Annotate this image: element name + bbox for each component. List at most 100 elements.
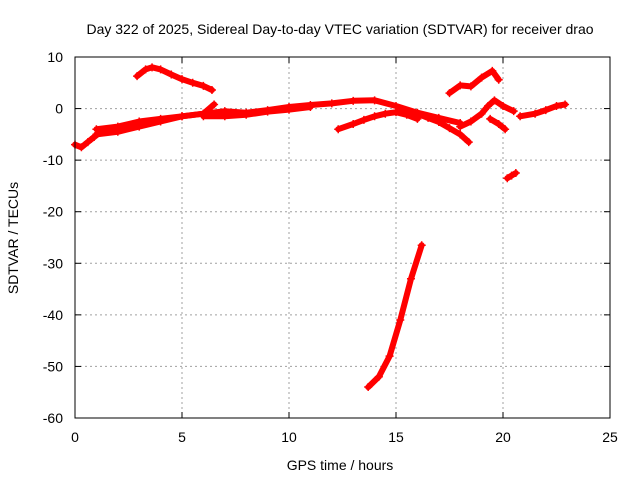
data-point bbox=[456, 81, 465, 90]
data-point bbox=[167, 70, 176, 79]
series-pass-21 bbox=[503, 169, 520, 183]
data-point bbox=[199, 81, 208, 90]
y-tick-label: -10 bbox=[43, 152, 63, 168]
data-point bbox=[135, 122, 144, 131]
data-point bbox=[490, 96, 499, 105]
data-point bbox=[466, 117, 475, 126]
data-point bbox=[516, 112, 525, 121]
data-point bbox=[364, 383, 373, 392]
axis-ticks: 0 5 10 15 20 25 -60 -50 -40 -30 -20 -10 0 10 bbox=[43, 49, 618, 445]
data-point bbox=[417, 241, 426, 250]
y-tick-label: -40 bbox=[43, 307, 63, 323]
data-point bbox=[210, 100, 219, 109]
y-tick-label: -60 bbox=[43, 410, 63, 426]
data-point bbox=[306, 103, 315, 112]
series-pass-drop bbox=[364, 241, 426, 392]
data-point bbox=[413, 109, 422, 118]
y-tick-label: -30 bbox=[43, 255, 63, 271]
y-tick-label: 10 bbox=[47, 49, 63, 65]
y-tick-label: -50 bbox=[43, 358, 63, 374]
y-tick-label: -20 bbox=[43, 204, 63, 220]
data-point bbox=[464, 138, 473, 147]
data-point bbox=[499, 101, 507, 110]
data-point bbox=[359, 115, 368, 124]
data-point bbox=[156, 117, 165, 126]
y-tick-label: 0 bbox=[55, 101, 63, 117]
data-point bbox=[141, 65, 150, 74]
x-tick-label: 0 bbox=[71, 429, 79, 445]
series-pass-22 bbox=[516, 100, 570, 121]
data-point bbox=[552, 101, 561, 110]
data-point bbox=[178, 75, 186, 84]
chart-title: Day 322 of 2025, Sidereal Day-to-day VTE… bbox=[86, 21, 593, 37]
x-tick-label: 25 bbox=[602, 429, 618, 445]
data-point bbox=[445, 89, 454, 98]
data-point bbox=[511, 169, 520, 178]
series-pass-lower-b bbox=[199, 103, 315, 121]
data-point bbox=[148, 63, 157, 72]
series-pass-20 bbox=[486, 114, 510, 134]
data-point bbox=[424, 113, 433, 122]
x-axis-title: GPS time / hours bbox=[287, 457, 394, 473]
data-point bbox=[561, 100, 570, 109]
data-point bbox=[494, 120, 503, 129]
data-point bbox=[113, 127, 122, 136]
data-point bbox=[207, 86, 216, 95]
data-point bbox=[509, 107, 518, 116]
data-point bbox=[396, 316, 405, 325]
data-point bbox=[242, 110, 251, 119]
x-tick-label: 20 bbox=[495, 429, 511, 445]
series-pass-19 bbox=[445, 66, 503, 98]
grid-lines bbox=[75, 57, 610, 418]
data-point bbox=[220, 112, 229, 121]
data-point bbox=[327, 99, 336, 108]
data-point bbox=[456, 122, 465, 131]
data-point bbox=[501, 125, 510, 134]
data-point bbox=[494, 75, 503, 84]
plot-border bbox=[74, 56, 611, 419]
data-point bbox=[402, 110, 411, 119]
data-point bbox=[477, 109, 486, 118]
data-point bbox=[381, 109, 390, 118]
data-point bbox=[466, 82, 475, 91]
data-point bbox=[456, 130, 465, 139]
series-trace bbox=[365, 242, 425, 391]
series-pass-descend bbox=[334, 108, 422, 134]
data-point bbox=[370, 112, 379, 121]
data-point bbox=[199, 112, 208, 121]
data-point bbox=[531, 109, 540, 118]
series-pass-19b bbox=[456, 96, 518, 131]
data-point bbox=[385, 352, 394, 361]
data-point bbox=[406, 274, 415, 283]
data-point bbox=[445, 124, 454, 133]
x-tick-label: 5 bbox=[178, 429, 186, 445]
data-point bbox=[285, 105, 293, 114]
data-point bbox=[349, 120, 358, 129]
data-point bbox=[77, 143, 86, 152]
data-point bbox=[434, 117, 443, 126]
data-point bbox=[507, 171, 516, 180]
data-point bbox=[541, 106, 550, 115]
data-point bbox=[349, 96, 358, 105]
data-point bbox=[334, 125, 343, 134]
data-point bbox=[392, 108, 400, 117]
data-point bbox=[188, 78, 197, 87]
data-point bbox=[484, 101, 493, 110]
data-point bbox=[133, 72, 142, 81]
data-point bbox=[263, 107, 272, 116]
series-pass-peak bbox=[133, 63, 216, 95]
data-point bbox=[92, 130, 101, 139]
series-trace bbox=[446, 67, 502, 97]
data-point bbox=[370, 96, 379, 105]
data-point bbox=[503, 174, 512, 183]
data-series bbox=[71, 63, 570, 392]
data-point bbox=[374, 372, 383, 381]
y-axis-title: SDTVAR / TECUs bbox=[5, 182, 21, 294]
data-point bbox=[178, 112, 186, 121]
data-point bbox=[156, 65, 165, 74]
data-point bbox=[83, 138, 92, 147]
data-point bbox=[488, 66, 497, 75]
x-tick-label: 10 bbox=[281, 429, 297, 445]
